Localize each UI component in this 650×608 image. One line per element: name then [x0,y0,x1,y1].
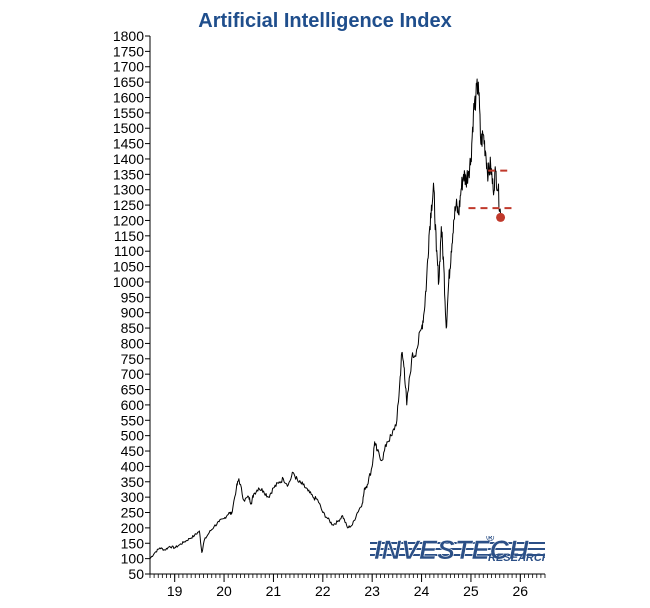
chart-title: Artificial Intelligence Index [198,10,452,32]
y-tick-label: 200 [121,520,145,536]
logo-stripes [370,542,545,556]
y-tick-label: 1750 [113,43,144,59]
y-tick-label: 1000 [113,274,144,290]
y-tick-label: 150 [121,535,145,551]
y-tick-label: 1350 [113,166,144,182]
logo-registered: ® [486,536,495,544]
y-tick-label: 1700 [113,59,144,75]
y-tick-label: 350 [121,474,145,490]
y-tick-label: 1650 [113,74,144,90]
y-tick-label: 650 [121,382,145,398]
x-tick-label: 20 [216,583,232,599]
y-tick-label: 700 [121,366,145,382]
logo-subtitle: RESEARCH [488,552,545,564]
y-tick-label: 50 [128,566,144,582]
x-tick-label: 23 [364,583,380,599]
y-tick-label: 1300 [113,182,144,198]
y-tick-label: 1500 [113,120,144,136]
y-axis: 5010015020025030035040045050055060065070… [113,28,151,582]
y-tick-label: 850 [121,320,145,336]
y-tick-label: 1600 [113,89,144,105]
y-tick-label: 100 [121,551,145,567]
plot-area [149,78,516,559]
logo-wordmark: INVESTECH [374,536,529,565]
y-tick-label: 800 [121,335,145,351]
y-tick-label: 1800 [113,28,144,44]
y-tick-label: 1100 [114,243,144,259]
y-tick-label: 450 [121,443,145,459]
y-tick-label: 600 [121,397,145,413]
y-tick-label: 950 [121,289,145,305]
x-tick-label: 25 [463,583,479,599]
y-tick-label: 250 [121,505,145,521]
y-tick-label: 1150 [114,228,144,244]
y-tick-label: 900 [121,305,145,321]
x-tick-label: 26 [513,583,529,599]
series-line [149,78,502,559]
y-tick-label: 1400 [113,151,144,167]
latest-value-marker [496,212,506,222]
y-tick-label: 1250 [113,197,144,213]
y-tick-label: 300 [121,489,145,505]
y-tick-label: 500 [121,428,145,444]
y-tick-label: 400 [121,458,145,474]
y-tick-label: 1450 [113,136,144,152]
x-tick-label: 24 [414,583,430,599]
x-tick-label: 21 [266,583,282,599]
investech-logo: INVESTECH ® RESEARCH [370,536,545,565]
y-tick-label: 1050 [113,259,144,275]
y-tick-label: 550 [121,412,145,428]
y-tick-label: 1550 [113,105,144,121]
x-axis: 19 20 21 22 23 24 25 26 [149,573,546,599]
x-tick-label: 22 [315,583,331,599]
x-tick-label: 19 [167,583,183,599]
y-tick-label: 750 [121,351,145,367]
y-tick-label: 1200 [113,212,144,228]
